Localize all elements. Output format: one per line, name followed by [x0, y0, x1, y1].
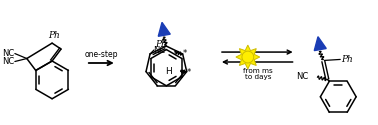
Text: *: * [183, 50, 187, 58]
Text: Ph: Ph [341, 55, 353, 64]
Text: NC: NC [296, 72, 308, 81]
Text: Ph: Ph [48, 31, 60, 40]
Circle shape [242, 51, 254, 63]
Text: to days: to days [245, 74, 271, 80]
Polygon shape [236, 45, 260, 69]
Text: NC: NC [2, 57, 14, 66]
Text: *: * [187, 68, 191, 77]
Text: H: H [165, 67, 172, 76]
Text: Ph: Ph [155, 40, 167, 49]
Text: NC: NC [2, 49, 14, 58]
Text: from ms: from ms [243, 68, 273, 74]
Polygon shape [314, 37, 326, 51]
Text: NC: NC [153, 46, 166, 56]
Polygon shape [158, 22, 170, 36]
Text: one-step: one-step [85, 50, 118, 59]
